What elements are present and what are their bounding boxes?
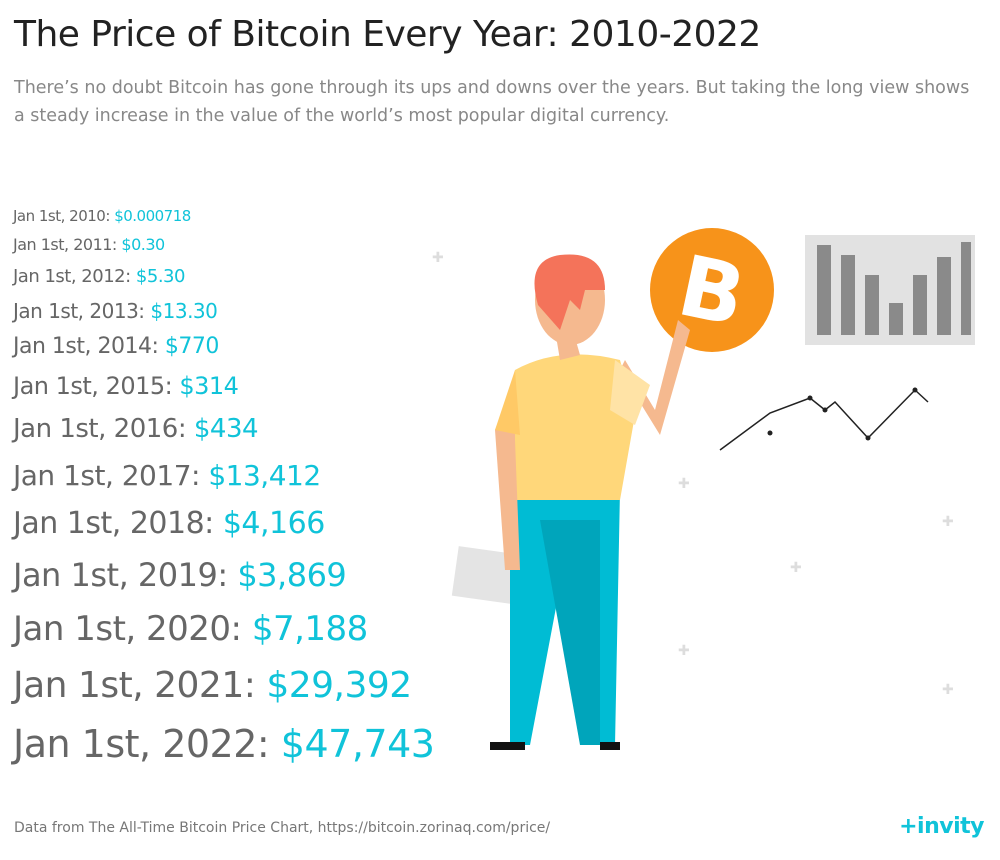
line-chart-icon <box>719 388 929 451</box>
row-date: Jan 1st, 2018: <box>13 506 214 541</box>
price-row: Jan 1st, 2016: $434 <box>13 414 259 444</box>
svg-text:✚: ✚ <box>942 514 954 530</box>
row-date: Jan 1st, 2017: <box>13 459 200 492</box>
price-row: Jan 1st, 2021: $29,392 <box>13 665 412 706</box>
bar-chart-icon <box>805 235 975 345</box>
price-row: Jan 1st, 2017: $13,412 <box>13 459 321 492</box>
price-row: Jan 1st, 2020: $7,188 <box>13 609 368 649</box>
price-row: Jan 1st, 2019: $3,869 <box>13 556 347 594</box>
price-row: Jan 1st, 2010: $0.000718 <box>13 207 191 225</box>
page-title: The Price of Bitcoin Every Year: 2010-20… <box>14 14 761 55</box>
row-price: $314 <box>179 372 239 400</box>
row-date: Jan 1st, 2021: <box>13 665 256 706</box>
row-date: Jan 1st, 2013: <box>13 299 145 323</box>
svg-text:✚: ✚ <box>678 476 690 492</box>
sparkle-icons: ✚✚✚ ✚✚✚ ✚✚ <box>432 250 954 698</box>
svg-text:✚: ✚ <box>432 250 444 266</box>
svg-text:✚: ✚ <box>790 560 802 576</box>
row-date: Jan 1st, 2022: <box>13 722 270 766</box>
row-price: $5.30 <box>135 266 186 287</box>
svg-text:✚: ✚ <box>942 682 954 698</box>
row-date: Jan 1st, 2012: <box>13 266 131 287</box>
row-price: $4,166 <box>222 506 325 541</box>
row-price: $7,188 <box>251 609 368 649</box>
row-price: $47,743 <box>280 722 435 766</box>
price-row: Jan 1st, 2018: $4,166 <box>13 506 325 541</box>
row-price: $0.000718 <box>114 207 191 225</box>
row-date: Jan 1st, 2020: <box>13 609 242 649</box>
price-row: Jan 1st, 2011: $0.30 <box>13 235 165 254</box>
row-date: Jan 1st, 2014: <box>13 334 159 359</box>
row-price: $770 <box>164 334 220 359</box>
row-date: Jan 1st, 2019: <box>13 556 228 594</box>
subtitle: There’s no doubt Bitcoin has gone throug… <box>14 78 970 126</box>
bitcoin-illustration: B ✚✚✚ ✚✚✚ ✚✚ <box>432 228 975 750</box>
row-price: $29,392 <box>266 665 412 706</box>
row-price: $0.30 <box>121 235 165 254</box>
price-row: Jan 1st, 2012: $5.30 <box>13 266 185 287</box>
row-date: Jan 1st, 2011: <box>13 235 117 254</box>
row-date: Jan 1st, 2016: <box>13 414 187 444</box>
row-price: $13,412 <box>208 459 321 492</box>
data-source-footer: Data from The All-Time Bitcoin Price Cha… <box>14 820 551 836</box>
row-price: $3,869 <box>237 556 347 594</box>
row-date: Jan 1st, 2010: <box>13 207 110 225</box>
price-row: Jan 1st, 2022: $47,743 <box>13 722 435 766</box>
price-row: Jan 1st, 2015: $314 <box>13 372 239 400</box>
bitcoin-coin-icon: B <box>650 228 774 352</box>
price-row: Jan 1st, 2014: $770 <box>13 334 219 359</box>
row-date: Jan 1st, 2015: <box>13 372 173 400</box>
price-row: Jan 1st, 2013: $13.30 <box>13 299 218 323</box>
row-price: $434 <box>193 414 259 444</box>
svg-text:✚: ✚ <box>678 643 690 659</box>
row-price: $13.30 <box>150 299 218 323</box>
person-figure <box>451 254 690 750</box>
invity-logo: +invity <box>899 814 984 839</box>
